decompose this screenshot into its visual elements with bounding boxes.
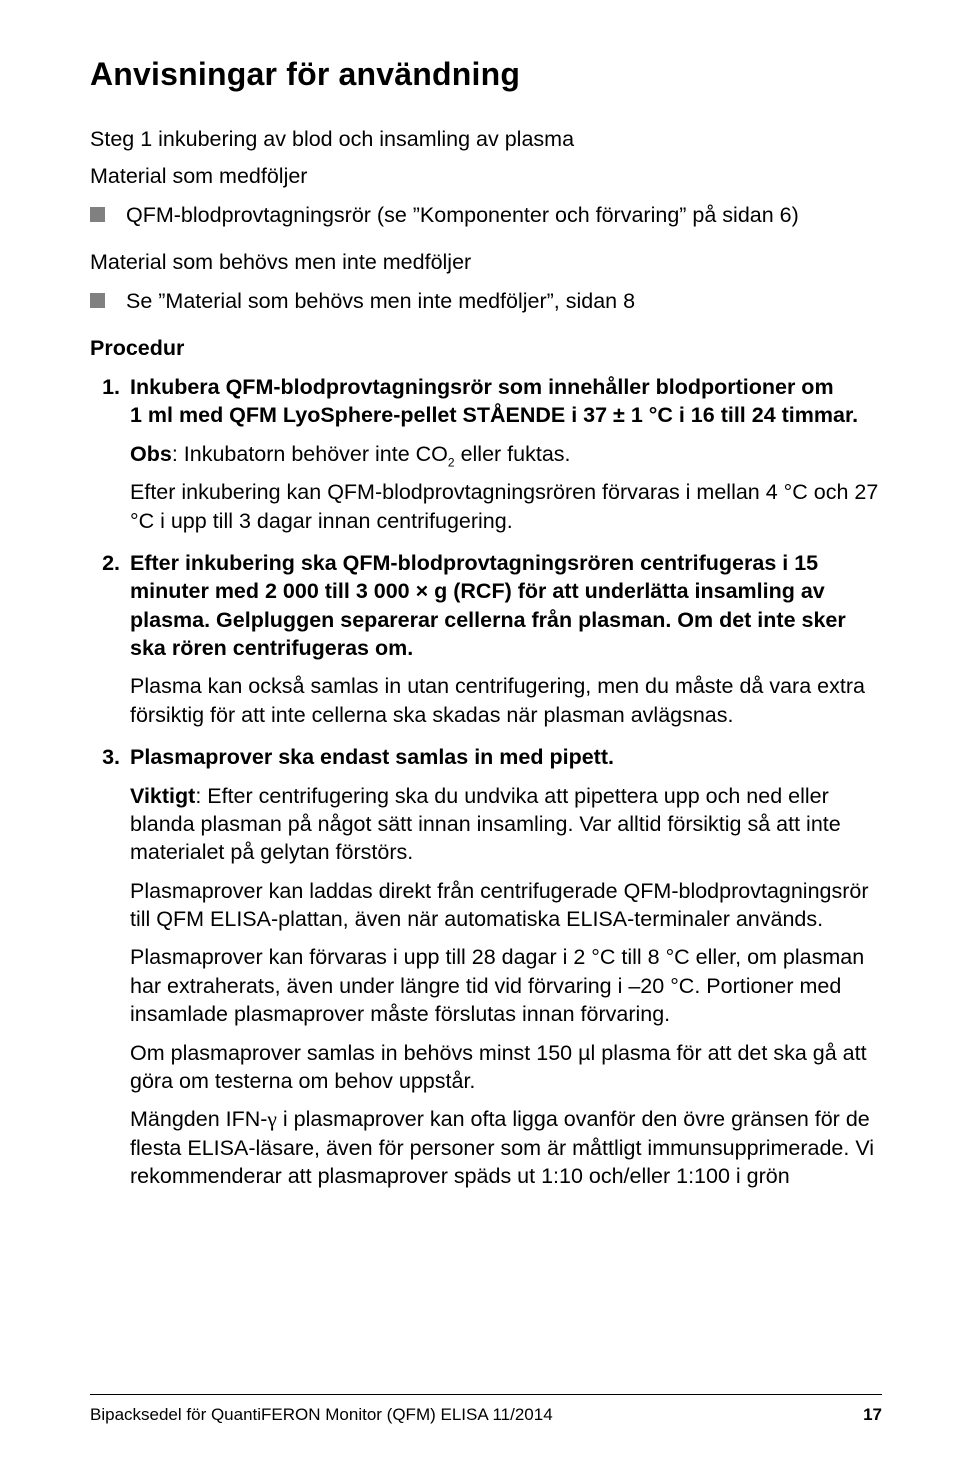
procedure-list: Inkubera QFM-blodprovtagningsrör som inn… [90, 373, 882, 1190]
procedure-heading: Procedur [90, 336, 882, 361]
viktigt-label: Viktigt [130, 784, 195, 808]
step3-p3: Plasmaprover kan förvaras i upp till 28 … [130, 943, 882, 1028]
footer-page-number: 17 [863, 1405, 882, 1425]
materials-included-list: QFM-blodprovtagningsrör (se ”Komponenter… [90, 201, 882, 230]
materials-needed-list: Se ”Material som behövs men inte medfölj… [90, 287, 882, 316]
list-item: QFM-blodprovtagningsrör (se ”Komponenter… [90, 201, 882, 230]
co2-subscript: 2 [448, 455, 455, 469]
obs-body: : Inkubatorn behöver inte CO [172, 442, 448, 466]
step2-lead: Efter inkubering ska QFM-blodprovtagning… [130, 551, 846, 660]
page: Anvisningar för användning Steg 1 inkube… [0, 0, 960, 1459]
step3-lead: Plasmaprover ska endast samlas in med pi… [130, 745, 614, 769]
step-heading: Steg 1 inkubering av blod och insamling … [90, 127, 882, 152]
page-title: Anvisningar för användning [90, 56, 882, 93]
procedure-step-2: Efter inkubering ska QFM-blodprovtagning… [126, 549, 882, 729]
list-item: Se ”Material som behövs men inte medfölj… [90, 287, 882, 316]
materials-included-heading: Material som medföljer [90, 164, 882, 189]
step1-p: Efter inkubering kan QFM-blodprovtagning… [130, 478, 882, 535]
step2-p: Plasma kan också samlas in utan centrifu… [130, 672, 882, 729]
procedure-step-3: Plasmaprover ska endast samlas in med pi… [126, 743, 882, 1190]
gamma-glyph: γ [267, 1107, 277, 1131]
step3-p4: Om plasmaprover samlas in behövs minst 1… [130, 1039, 882, 1096]
procedure-step-1: Inkubera QFM-blodprovtagningsrör som inn… [126, 373, 882, 535]
step3-p1: Viktigt: Efter centrifugering ska du und… [130, 782, 882, 867]
step1-lead: Inkubera QFM-blodprovtagningsrör som inn… [130, 375, 858, 427]
obs-tail: eller fuktas. [455, 442, 571, 466]
step3-p2: Plasmaprover kan laddas direkt från cent… [130, 877, 882, 934]
p5a: Mängden IFN- [130, 1107, 267, 1131]
step1-obs: Obs: Inkubatorn behöver inte CO2 eller f… [130, 440, 882, 468]
viktigt-body: : Efter centrifugering ska du undvika at… [130, 784, 841, 865]
obs-label: Obs [130, 442, 172, 466]
page-footer: Bipacksedel för QuantiFERON Monitor (QFM… [90, 1394, 882, 1425]
footer-left: Bipacksedel för QuantiFERON Monitor (QFM… [90, 1405, 553, 1425]
materials-needed-heading: Material som behövs men inte medföljer [90, 250, 882, 275]
step3-p5: Mängden IFN-γ i plasmaprover kan ofta li… [130, 1105, 882, 1190]
